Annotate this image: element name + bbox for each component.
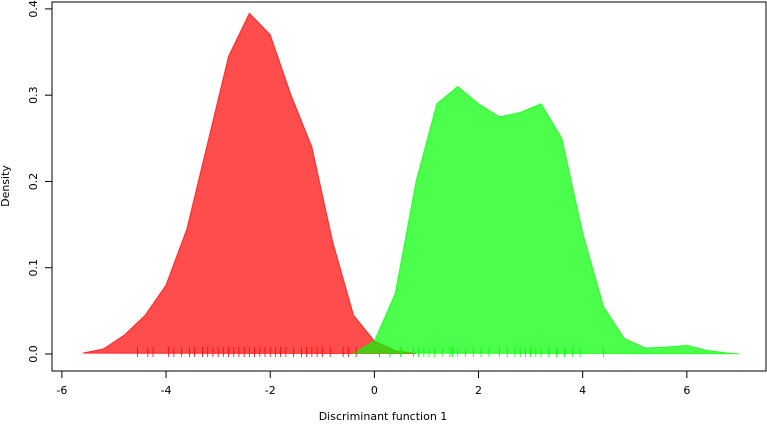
y-tick-label: 0.1 <box>27 259 40 277</box>
x-tick-label: -6 <box>56 384 67 397</box>
x-tick-label: 2 <box>475 384 482 397</box>
x-axis-label: Discriminant function 1 <box>319 410 448 423</box>
x-tick-label: 0 <box>371 384 378 397</box>
y-tick-label: 0.2 <box>27 173 40 191</box>
x-tick-label: 4 <box>579 384 586 397</box>
y-tick-label: 0.4 <box>27 0 40 18</box>
y-tick-label: 0.0 <box>27 345 40 363</box>
x-tick-label: 6 <box>683 384 690 397</box>
density-area <box>82 12 417 355</box>
x-tick-label: -4 <box>161 384 172 397</box>
x-tick-label: -2 <box>265 384 276 397</box>
y-tick-label: 0.3 <box>27 86 40 104</box>
density-area <box>351 85 739 355</box>
y-axis-label: Density <box>0 165 12 207</box>
